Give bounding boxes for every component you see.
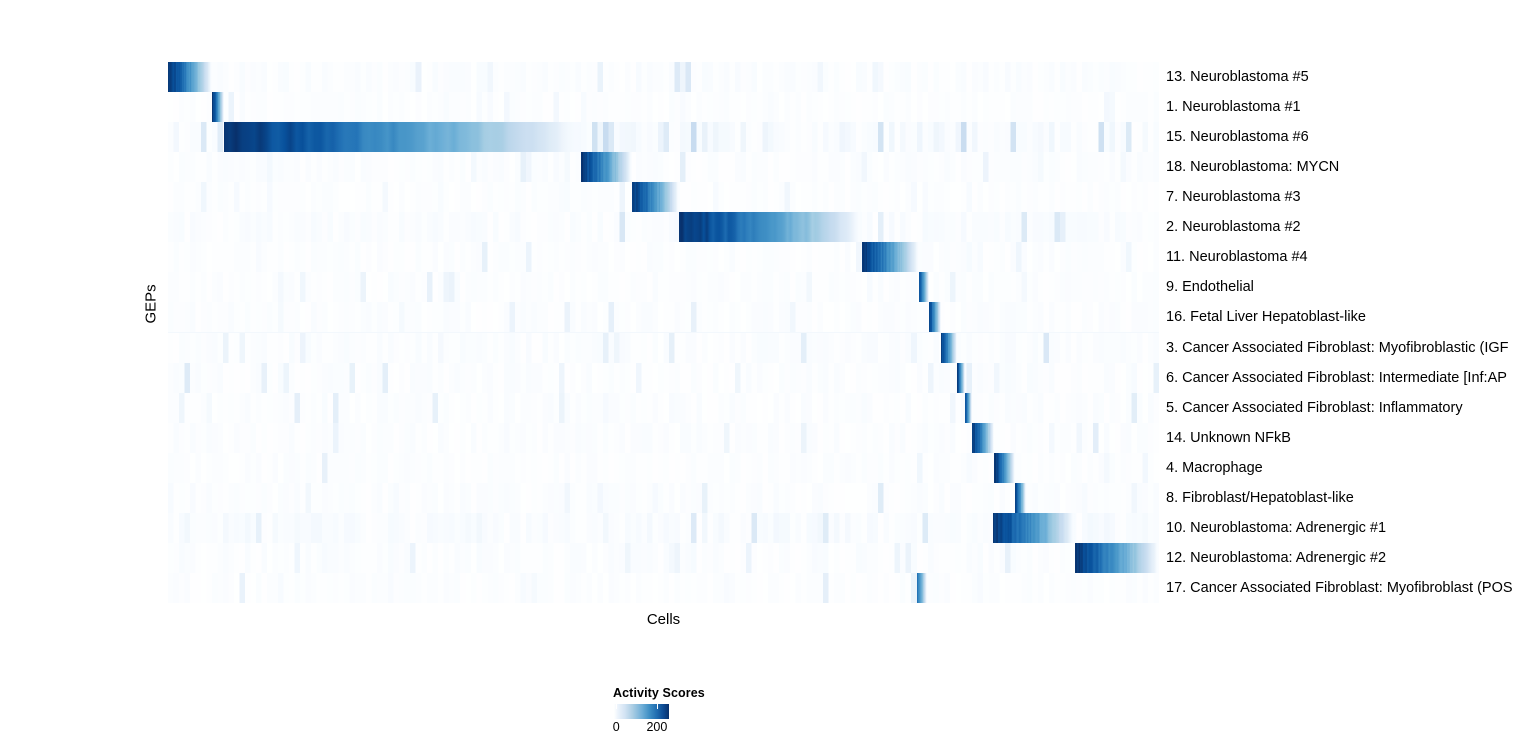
heatmap-row bbox=[168, 122, 1159, 153]
heatmap-row bbox=[168, 362, 1159, 393]
row-label: 14. Unknown NFkB bbox=[1166, 429, 1291, 446]
heatmap-row-block bbox=[918, 272, 929, 303]
heatmap-row bbox=[168, 452, 1159, 483]
row-label: 9. Endothelial bbox=[1166, 279, 1254, 296]
heatmap-row-background bbox=[168, 572, 1159, 603]
y-axis-label: GEPs bbox=[142, 284, 160, 324]
row-label: 15. Neuroblastoma #6 bbox=[1166, 129, 1309, 146]
heatmap-row bbox=[168, 302, 1159, 333]
heatmap-row bbox=[168, 212, 1159, 243]
heatmap-row-block bbox=[678, 212, 862, 243]
heatmap-row-block bbox=[971, 422, 994, 453]
heatmap-row-block bbox=[223, 122, 582, 153]
heatmap-row-block bbox=[940, 332, 957, 363]
heatmap-row-background bbox=[168, 332, 1159, 363]
heatmap-row-background bbox=[168, 152, 1159, 183]
heatmap-row bbox=[168, 152, 1159, 183]
row-label: 18. Neuroblastoma: MYCN bbox=[1166, 159, 1340, 176]
row-label: 17. Cancer Associated Fibroblast: Myofib… bbox=[1166, 579, 1513, 596]
colorbar-tick-label: 200 bbox=[646, 720, 668, 734]
heatmap-row bbox=[168, 482, 1159, 513]
heatmap-row-block bbox=[861, 242, 919, 273]
heatmap-row-block bbox=[956, 362, 965, 393]
colorbar-gradient bbox=[614, 704, 669, 719]
row-label: 10. Neuroblastoma: Adrenergic #1 bbox=[1166, 519, 1387, 536]
heatmap-row bbox=[168, 422, 1159, 453]
heatmap-row-block bbox=[1015, 482, 1026, 513]
row-label: 4. Macrophage bbox=[1166, 459, 1263, 476]
row-label: 12. Neuroblastoma: Adrenergic #2 bbox=[1166, 549, 1387, 566]
heatmap-plot-area bbox=[168, 62, 1159, 603]
heatmap-row-background bbox=[168, 422, 1159, 453]
heatmap-row-block bbox=[993, 452, 1015, 483]
row-label: 11. Neuroblastoma #4 bbox=[1166, 249, 1308, 266]
heatmap-row-background bbox=[168, 362, 1159, 393]
row-label: 8. Fibroblast/Hepatoblast-like bbox=[1166, 489, 1354, 506]
colorbar-legend: Activity Scores 0 200 bbox=[612, 686, 705, 736]
heatmap-row-background bbox=[168, 242, 1159, 273]
row-label: 13. Neuroblastoma #5 bbox=[1166, 69, 1309, 85]
heatmap-row bbox=[168, 392, 1159, 423]
heatmap-row-background bbox=[168, 92, 1159, 123]
heatmap-row-background bbox=[168, 62, 1159, 93]
heatmap-row-background bbox=[168, 452, 1159, 483]
row-label: 7. Neuroblastoma #3 bbox=[1166, 189, 1301, 206]
colorbar-title: Activity Scores bbox=[613, 686, 705, 700]
heatmap-row bbox=[168, 542, 1159, 573]
heatmap-row-background bbox=[168, 212, 1159, 243]
heatmap-row-block bbox=[928, 302, 941, 333]
row-label-list: 13. Neuroblastoma #5 1. Neuroblastoma #1 1… bbox=[1166, 62, 1540, 603]
heatmap-row-block bbox=[916, 572, 927, 603]
heatmap-row-block bbox=[581, 152, 632, 183]
heatmap-row bbox=[168, 332, 1159, 363]
heatmap-row-block bbox=[964, 392, 972, 423]
colorbar-tick-label: 0 bbox=[612, 720, 620, 734]
colorbar-tick bbox=[656, 704, 658, 709]
heatmap-row bbox=[168, 62, 1159, 93]
heatmap-row-block bbox=[212, 92, 224, 123]
heatmap-row bbox=[168, 92, 1159, 123]
heatmap-row-background bbox=[168, 542, 1159, 573]
heatmap-row-block bbox=[1074, 542, 1159, 573]
row-label: 2. Neuroblastoma #2 bbox=[1166, 219, 1301, 236]
row-label: 16. Fetal Liver Hepatoblast-like bbox=[1166, 309, 1366, 326]
colorbar-tick-labels: 0 200 bbox=[612, 720, 705, 736]
heatmap-row bbox=[168, 182, 1159, 213]
colorbar-tick bbox=[616, 704, 618, 709]
row-label: 5. Cancer Associated Fibroblast: Inflamm… bbox=[1166, 399, 1463, 416]
x-axis-label: Cells bbox=[646, 611, 681, 628]
heatmap-row bbox=[168, 242, 1159, 273]
heatmap-row-background bbox=[168, 392, 1159, 423]
row-label: 6. Cancer Associated Fibroblast: Interme… bbox=[1166, 369, 1507, 386]
heatmap-row bbox=[168, 572, 1159, 603]
heatmap-row bbox=[168, 272, 1159, 303]
heatmap-row bbox=[168, 512, 1159, 543]
row-label: 3. Cancer Associated Fibroblast: Myofibr… bbox=[1166, 339, 1509, 356]
heatmap-row-block bbox=[168, 62, 212, 93]
row-label: 1. Neuroblastoma #1 bbox=[1166, 99, 1301, 116]
heatmap-row-background bbox=[168, 482, 1159, 513]
heatmap-row-background bbox=[168, 302, 1159, 333]
heatmap-row-block bbox=[993, 512, 1075, 543]
heatmap-row-block bbox=[631, 182, 679, 213]
heatmap-row-background bbox=[168, 272, 1159, 303]
